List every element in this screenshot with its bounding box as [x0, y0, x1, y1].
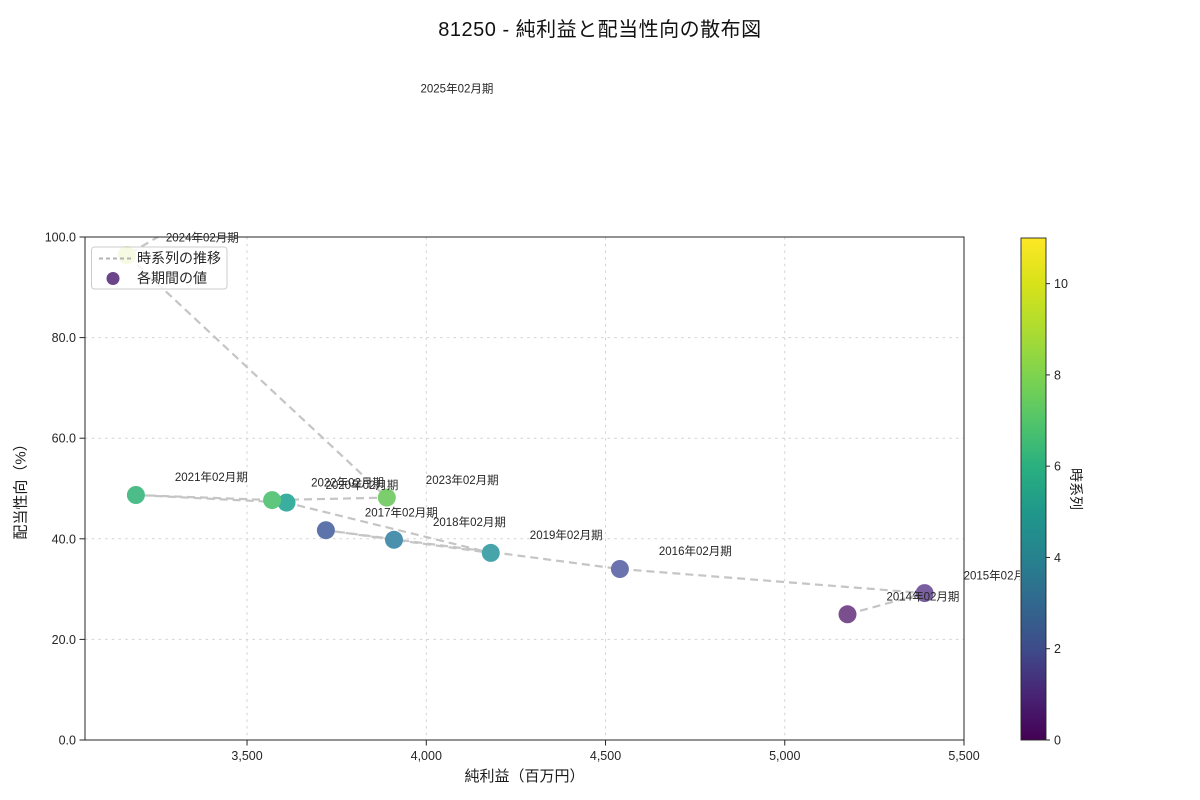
y-tick-label: 20.0 — [52, 633, 76, 647]
data-point-2015年02月期 — [915, 584, 934, 603]
point-label: 2025年02月期 — [421, 81, 494, 95]
x-tick-label: 4,000 — [411, 749, 442, 763]
x-axis-label: 純利益（百万円） — [464, 768, 585, 785]
point-label: 2020年02月期 — [326, 478, 399, 492]
data-point-2017年02月期 — [316, 521, 335, 540]
y-axis-label: 配当性向（%） — [12, 436, 30, 540]
x-tick-label: 4,500 — [590, 749, 621, 763]
data-point-2023年02月期 — [377, 488, 396, 507]
point-label: 2014年02月期 — [887, 590, 960, 604]
data-point-2018年02月期 — [385, 530, 403, 549]
colorbar-tick-label: 4 — [1054, 551, 1061, 565]
legend-box — [91, 246, 228, 290]
data-point-2025年02月期 — [373, 97, 391, 115]
point-label: 2018年02月期 — [433, 515, 506, 529]
point-label: 2022年02月期 — [311, 475, 384, 489]
point-label: 2017年02月期 — [365, 505, 438, 519]
y-tick-label: 40.0 — [52, 532, 76, 546]
colorbar-tick-label: 10 — [1054, 277, 1068, 291]
point-label: 2021年02月期 — [175, 470, 248, 484]
colorbar-tick-label: 8 — [1054, 368, 1061, 382]
grid-lines — [85, 236, 965, 741]
x-tick-label: 3,500 — [231, 749, 262, 763]
point-label: 2016年02月期 — [659, 544, 732, 558]
point-label: 2015年02月期 — [964, 568, 1037, 582]
data-point-2016年02月期 — [610, 560, 629, 578]
data-point-2022年02月期 — [263, 491, 282, 510]
data-point-2020年02月期 — [277, 493, 296, 512]
colorbar-tick-label: 6 — [1054, 460, 1061, 474]
y-tick-label: 60.0 — [52, 432, 76, 446]
data-point-2019年02月期 — [481, 543, 500, 562]
legend-marker-sample — [106, 272, 120, 285]
y-tick-label: 0.0 — [59, 734, 76, 748]
colorbar-label: 時系列 — [1068, 468, 1084, 510]
colorbar-tick-label: 0 — [1054, 734, 1061, 748]
data-point-2014年02月期 — [838, 605, 857, 624]
data-point-2021年02月期 — [126, 486, 145, 504]
colorbar-tick-label: 2 — [1054, 642, 1061, 656]
y-tick-label: 100.0 — [45, 231, 76, 245]
x-tick-label: 5,000 — [769, 749, 800, 763]
y-tick-label: 80.0 — [52, 331, 76, 345]
legend-item-marker-label: 各期間の値 — [137, 270, 207, 286]
colorbar — [1020, 237, 1047, 741]
chart-title: 81250 - 純利益と配当性向の散布図 — [438, 19, 762, 41]
point-label: 2023年02月期 — [426, 473, 499, 487]
point-label: 2019年02月期 — [530, 528, 603, 542]
axes-spines — [84, 236, 965, 741]
time-series-line — [125, 237, 925, 616]
legend-item-line-label: 時系列の推移 — [137, 250, 221, 266]
x-tick-label: 5,500 — [948, 749, 979, 763]
